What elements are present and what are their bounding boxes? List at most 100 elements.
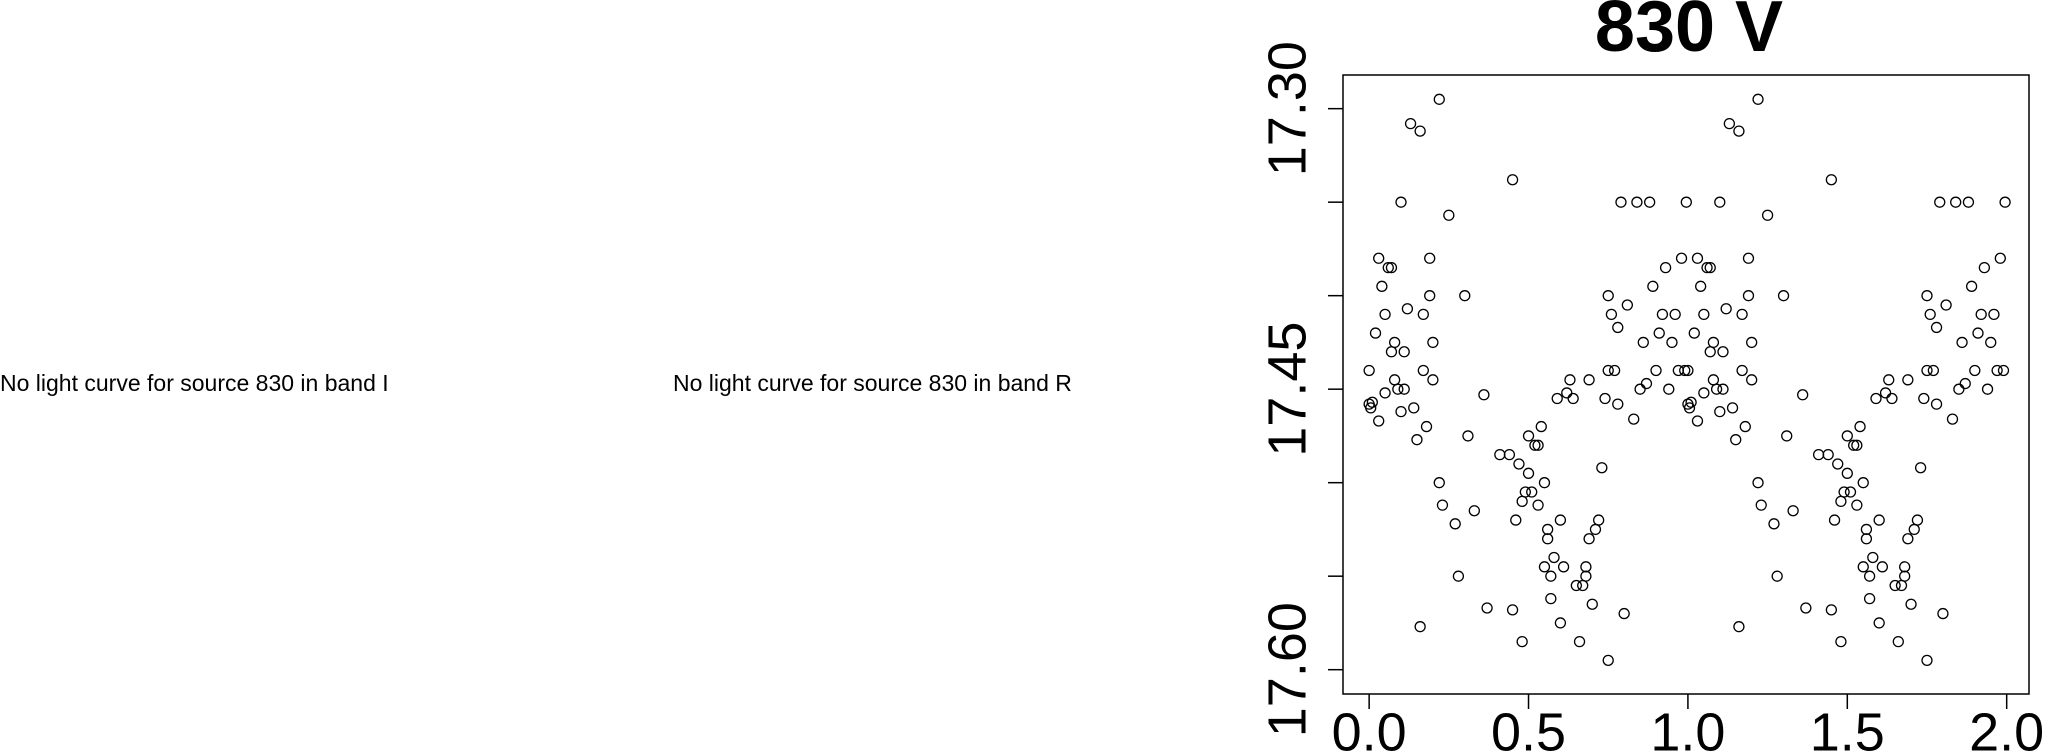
y-tick-label: 17.45 (1257, 322, 1317, 457)
data-point (1997, 364, 2010, 377)
data-point (1714, 405, 1726, 418)
data-point (1385, 346, 1398, 358)
data-point (1899, 561, 1911, 573)
data-point (1691, 252, 1704, 264)
data-point (1379, 308, 1391, 321)
data-point (1988, 308, 2000, 321)
data-point (1879, 387, 1892, 399)
data-point (1656, 308, 1669, 321)
data-point (1777, 290, 1790, 302)
data-point (1739, 420, 1751, 433)
data-point (1927, 364, 1940, 377)
data-point (1376, 280, 1388, 292)
data-point (1526, 486, 1538, 498)
data-point (1899, 570, 1911, 582)
data-point (1557, 561, 1570, 573)
data-point (1717, 383, 1729, 395)
data-point (1914, 462, 1927, 474)
data-point (1395, 196, 1407, 208)
data-point (1812, 448, 1825, 461)
data-point (1621, 299, 1633, 311)
data-point (1564, 374, 1576, 386)
data-point (1905, 598, 1917, 610)
data-point (1513, 458, 1525, 470)
data-point (1962, 196, 1975, 208)
plot-frame (1342, 74, 2030, 695)
data-point (1366, 396, 1378, 408)
data-point (1586, 598, 1598, 610)
data-point (1545, 570, 1557, 582)
data-point (1365, 402, 1377, 414)
data-point (1373, 252, 1385, 264)
data-point (1411, 434, 1423, 446)
data-point (1589, 523, 1602, 536)
data-point (1841, 430, 1853, 442)
data-point (1736, 364, 1748, 377)
data-point (1436, 499, 1449, 511)
data-point (1554, 514, 1567, 526)
data-point (1605, 308, 1618, 321)
data-point (1950, 196, 1962, 208)
data-point (1835, 635, 1847, 648)
data-point (1999, 196, 2011, 208)
data-point (1379, 387, 1391, 399)
data-point (1835, 495, 1847, 508)
data-point (1373, 415, 1385, 427)
data-point (1828, 514, 1841, 526)
data-point (1822, 448, 1834, 461)
data-point (1698, 308, 1710, 321)
data-point (1685, 396, 1697, 408)
data-point (1388, 336, 1401, 349)
data-point (1459, 290, 1471, 302)
data-point (1965, 280, 1978, 292)
data-point (1417, 364, 1429, 377)
data-point (1902, 374, 1914, 386)
data-point (1532, 499, 1544, 511)
data-point (1382, 261, 1394, 274)
data-point (1516, 635, 1528, 648)
data-point (1478, 389, 1490, 401)
data-point (1902, 533, 1914, 545)
data-point (1860, 523, 1873, 536)
data-point (1433, 477, 1445, 489)
data-point (1838, 486, 1850, 498)
data-point (1417, 308, 1429, 321)
data-point (1832, 458, 1844, 470)
data-point (1726, 402, 1739, 414)
data-point (1644, 196, 1656, 208)
data-point (1420, 420, 1433, 433)
data-point (1494, 448, 1506, 461)
data-point (1921, 290, 1933, 302)
data-point (1883, 374, 1895, 386)
data-point (1535, 420, 1547, 433)
data-point (1797, 389, 1809, 401)
data-point (1752, 477, 1764, 489)
message: No light curve for source 830 in band I (0, 370, 389, 396)
data-point (1398, 383, 1410, 395)
data-point (1542, 523, 1554, 536)
data-point (1746, 336, 1758, 349)
data-point (1532, 439, 1544, 451)
data-point (1720, 303, 1732, 315)
chart-title: 830 V (1595, 0, 1783, 67)
data-point (1618, 607, 1630, 620)
data-point (1427, 374, 1439, 386)
data-point (1583, 374, 1595, 386)
data-point (1631, 196, 1643, 208)
data-point (1580, 561, 1592, 573)
y-tick-label: 17.30 (1257, 41, 1317, 176)
data-point (1519, 486, 1531, 498)
data-point (1717, 346, 1729, 358)
data-point (1934, 196, 1946, 208)
data-point (1612, 321, 1624, 334)
data-point (1771, 570, 1783, 582)
data-point (1427, 336, 1439, 349)
data-point (1873, 514, 1885, 526)
data-point (1669, 308, 1681, 321)
data-point (1860, 533, 1873, 545)
data-point (1867, 551, 1879, 564)
data-point (1433, 93, 1445, 105)
data-point (1873, 617, 1885, 629)
data-point (1704, 346, 1716, 358)
data-point (1959, 377, 1971, 390)
